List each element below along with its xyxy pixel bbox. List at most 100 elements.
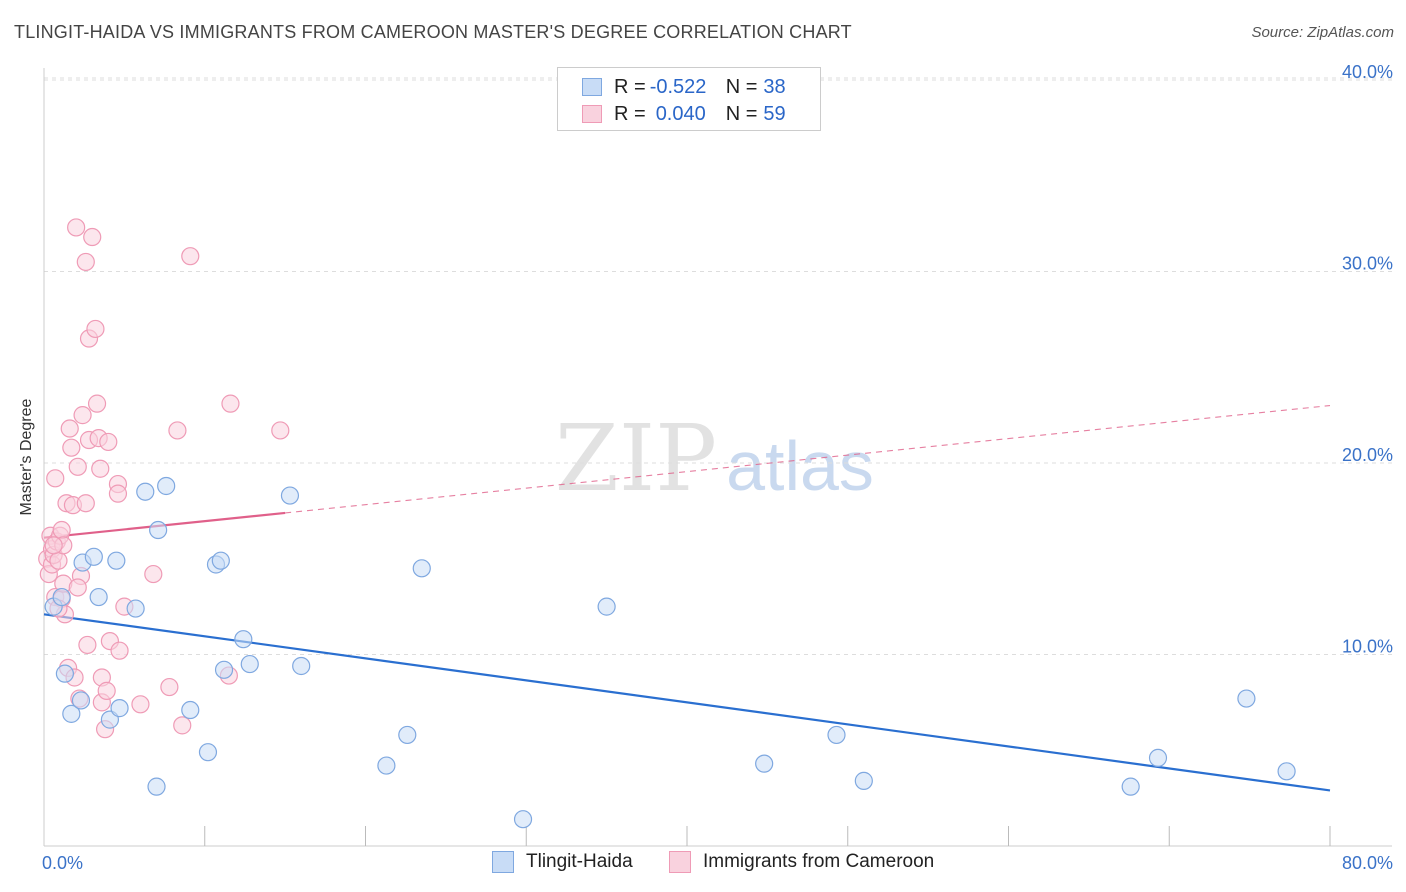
- tlingit-haida-point: [398, 725, 417, 745]
- tlingit-haida-point: [89, 587, 108, 607]
- n-value: 59: [763, 102, 786, 125]
- cameroon-point: [131, 695, 150, 714]
- x-tick-label: 80.0%: [1342, 853, 1393, 873]
- tlingit-haida-point: [1121, 777, 1140, 796]
- tlingit-haida-point: [1277, 762, 1296, 781]
- axis-layer: [43, 68, 1392, 847]
- tlingit-haida-point: [107, 551, 126, 570]
- watermark-zip: ZIP: [555, 405, 717, 512]
- tick-label-layer: 10.0% 20.0% 30.0% 40.0% 0.0% 80.0%: [42, 62, 1393, 873]
- cameroon-point: [68, 578, 87, 597]
- tlingit-haida-point: [234, 630, 253, 649]
- cameroon-point: [44, 536, 63, 555]
- cameroon-point: [62, 438, 81, 457]
- legend-item-cameroon: Immigrants from Cameroon: [669, 851, 934, 873]
- r-label: R =: [614, 75, 646, 98]
- chart-title: TLINGIT-HAIDA VS IMMIGRANTS FROM CAMEROO…: [14, 22, 852, 42]
- y-axis-label: Master's Degree: [18, 398, 35, 516]
- cameroon-point: [221, 394, 240, 413]
- tlingit-haida-point: [513, 810, 533, 829]
- tlingit-haida-point: [136, 482, 155, 501]
- tlingit-haida-point: [412, 559, 431, 578]
- tlingit-haida-trendline: [43, 613, 1331, 792]
- tlingit-haida-point: [1237, 689, 1256, 708]
- tlingit-haida-point: [854, 771, 873, 790]
- cameroon-point: [91, 459, 110, 478]
- r-label: R =: [614, 102, 646, 125]
- blue-swatch-icon: [492, 851, 514, 873]
- tlingit-haida-point: [52, 587, 71, 607]
- tlingit-haida-point: [71, 691, 91, 710]
- tlingit-haida-point: [214, 660, 234, 679]
- grid-layer: [44, 77, 1392, 655]
- cameroon-point: [49, 551, 68, 570]
- points-layer: [38, 218, 1296, 829]
- stats-legend: R = -0.522 N = 38 R = 0.040 N = 59: [557, 67, 821, 131]
- tlingit-haida-point: [147, 777, 166, 796]
- tlingit-haida-point: [827, 725, 846, 745]
- watermark-atlas: atlas: [726, 427, 874, 505]
- cameroon-point: [67, 218, 86, 237]
- tlingit-haida-point: [211, 551, 230, 570]
- tlingit-haida-point: [126, 599, 145, 618]
- y-tick-label: 40.0%: [1342, 62, 1393, 82]
- tlingit-haida-point: [292, 656, 311, 676]
- cameroon-point: [99, 432, 118, 452]
- legend-label: Tlingit-Haida: [526, 851, 633, 872]
- tlingit-haida-point: [377, 756, 396, 775]
- tlingit-haida-point: [84, 547, 103, 566]
- cameroon-point: [110, 641, 129, 660]
- blue-swatch-icon: [582, 78, 602, 96]
- tlingit-haida-point: [755, 754, 774, 773]
- pink-swatch-icon: [582, 105, 602, 123]
- legend-label: Immigrants from Cameroon: [703, 851, 935, 872]
- r-value: 0.040: [655, 102, 706, 125]
- stats-legend-row-cameroon: R = 0.040 N = 59: [582, 101, 786, 127]
- cameroon-point: [76, 252, 95, 272]
- pink-swatch-icon: [669, 851, 691, 873]
- cameroon-point: [52, 520, 71, 540]
- cameroon-point: [168, 421, 187, 440]
- bottom-legend: Tlingit-Haida Immigrants from Cameroon: [0, 851, 1406, 879]
- y-tick-label: 30.0%: [1342, 254, 1393, 274]
- cameroon-point: [97, 681, 116, 700]
- tlingit-haida-point: [62, 704, 81, 723]
- source-label: Source: ZipAtlas.com: [1251, 24, 1394, 41]
- cameroon-point: [108, 484, 128, 503]
- tlingit-haida-point: [280, 486, 300, 505]
- cameroon-point: [144, 564, 163, 584]
- cameroon-point: [160, 677, 179, 697]
- watermark: ZIP atlas: [555, 405, 874, 512]
- cameroon-point: [76, 494, 95, 513]
- y-tick-label: 10.0%: [1342, 637, 1393, 657]
- cameroon-point: [271, 421, 290, 440]
- cameroon-point: [68, 457, 87, 476]
- tlingit-haida-point: [181, 700, 200, 720]
- cameroon-point: [87, 394, 107, 413]
- tlingit-haida-point: [55, 664, 74, 683]
- cameroon-point: [46, 469, 65, 488]
- r-value: -0.522: [649, 75, 707, 98]
- cameroon-point: [83, 227, 102, 247]
- cameroon-point: [173, 716, 192, 735]
- cameroon-point: [86, 319, 105, 339]
- cameroon-point: [78, 635, 97, 655]
- n-label: N =: [725, 75, 758, 98]
- tlingit-haida-point: [240, 654, 259, 674]
- stats-legend-row-tlingit-haida: R = -0.522 N = 38: [582, 74, 786, 100]
- n-label: N =: [725, 102, 758, 125]
- y-tick-label: 20.0%: [1342, 445, 1393, 465]
- n-value: 38: [763, 75, 786, 98]
- cameroon-point: [73, 406, 92, 425]
- cameroon-point: [60, 419, 79, 438]
- cameroon-point: [181, 247, 200, 266]
- tlingit-haida-point: [1148, 748, 1168, 768]
- tlingit-haida-point: [157, 476, 176, 496]
- legend-item-tlingit-haida: Tlingit-Haida: [492, 851, 633, 873]
- tlingit-haida-point: [110, 699, 129, 718]
- tlingit-haida-point: [149, 520, 168, 540]
- tlingit-haida-point: [597, 597, 616, 616]
- x-tick-label: 0.0%: [42, 853, 83, 873]
- tlingit-haida-point: [198, 743, 218, 762]
